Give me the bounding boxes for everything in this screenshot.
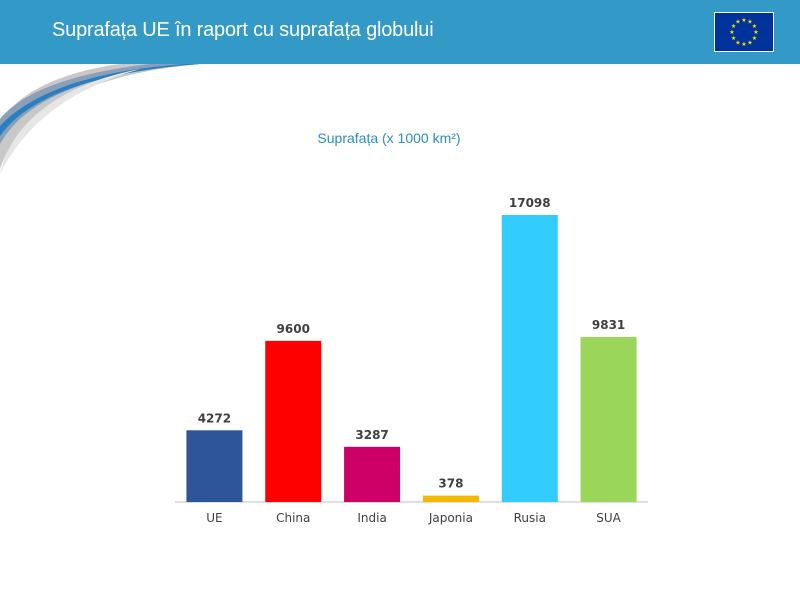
star-icon: ★ [741, 41, 746, 48]
data-label-rusia: 17098 [509, 196, 551, 210]
decorative-swoosh [0, 64, 200, 174]
x-tick-label-sua: SUA [596, 511, 621, 525]
bar-sua [580, 336, 637, 502]
bar-rusia [501, 215, 558, 502]
header-bar: Suprafața UE în raport cu suprafața glob… [0, 0, 800, 64]
star-icon: ★ [731, 23, 736, 30]
page-title: Suprafața UE în raport cu suprafața glob… [52, 19, 434, 41]
star-icon: ★ [747, 39, 752, 46]
x-tick-label-india: India [357, 511, 386, 525]
data-label-china: 9600 [277, 322, 310, 336]
bar-japonia [422, 495, 479, 502]
star-icon: ★ [747, 19, 752, 26]
data-label-japonia: 378 [438, 477, 463, 491]
bar-china [265, 340, 322, 502]
x-tick-label-japonia: Japonia [428, 511, 473, 525]
eu-flag-icon: ★ ★ ★ ★ ★ ★ ★ ★ ★ ★ ★ ★ [714, 12, 774, 52]
star-icon: ★ [735, 39, 740, 46]
x-tick-label-china: China [276, 511, 310, 525]
eu-flag-stars: ★ ★★★★★★★★★★★ [729, 17, 758, 48]
data-label-sua: 9831 [592, 318, 625, 332]
star-icon: ★ [753, 29, 758, 36]
star-icon: ★ [731, 35, 736, 42]
x-tick-label-rusia: Rusia [514, 511, 546, 525]
bar-india [344, 446, 401, 502]
x-tick-label-ue: UE [206, 511, 222, 525]
star-icon: ★ [735, 19, 740, 26]
data-label-ue: 4272 [198, 411, 231, 425]
star-icon: ★ [752, 23, 757, 30]
chart-title: Suprafața (x 1000 km²) [317, 130, 461, 146]
star-icon: ★ [752, 35, 757, 42]
star-icon: ★ [741, 17, 746, 24]
star-icon: ★ [729, 29, 734, 36]
bar-ue [186, 430, 243, 502]
data-label-india: 3287 [355, 428, 388, 442]
